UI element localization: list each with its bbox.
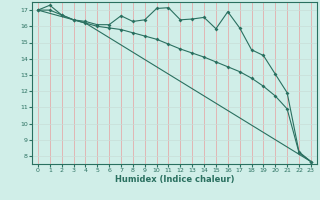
X-axis label: Humidex (Indice chaleur): Humidex (Indice chaleur) — [115, 175, 234, 184]
